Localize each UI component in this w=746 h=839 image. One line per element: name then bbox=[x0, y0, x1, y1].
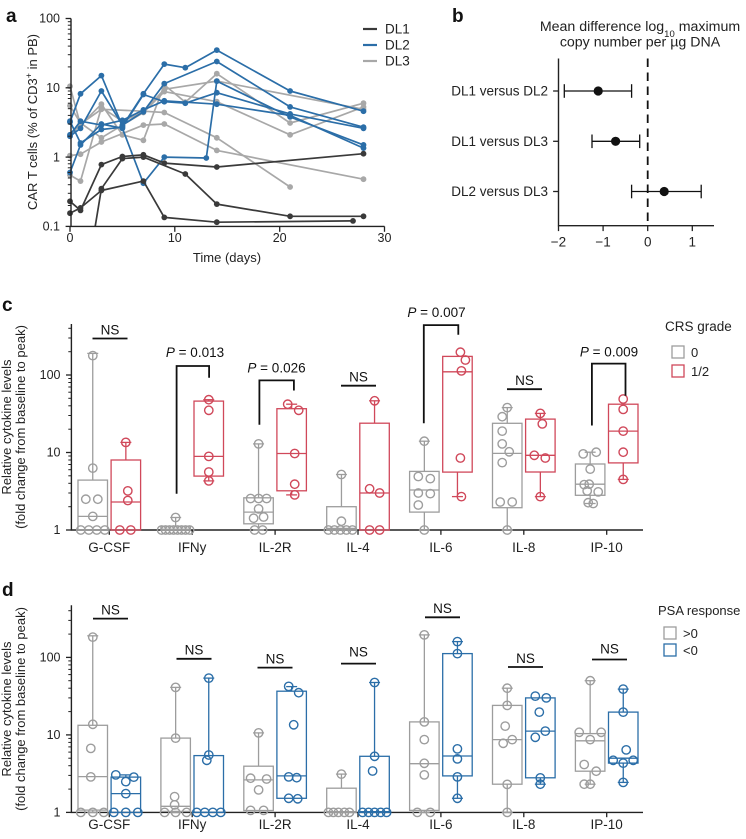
svg-text:DL1 versus DL3: DL1 versus DL3 bbox=[451, 134, 548, 149]
svg-text:0: 0 bbox=[644, 235, 652, 250]
svg-text:IL-4: IL-4 bbox=[346, 817, 370, 832]
svg-text:10: 10 bbox=[46, 81, 60, 95]
svg-text:0: 0 bbox=[67, 231, 74, 245]
svg-text:NS: NS bbox=[433, 601, 452, 616]
svg-text:10: 10 bbox=[168, 231, 182, 245]
svg-text:P = 0.009: P = 0.009 bbox=[580, 345, 638, 360]
svg-text:Time (days): Time (days) bbox=[193, 250, 261, 265]
svg-text:100: 100 bbox=[39, 12, 60, 26]
svg-text:100: 100 bbox=[40, 651, 61, 665]
svg-text:P = 0.007: P = 0.007 bbox=[407, 305, 465, 320]
svg-text:a: a bbox=[6, 6, 17, 27]
svg-text:NS: NS bbox=[515, 373, 534, 388]
svg-text:CAR T cells (% of CD3+ in PB): CAR T cells (% of CD3+ in PB) bbox=[24, 34, 40, 210]
svg-text:NS: NS bbox=[101, 603, 120, 618]
svg-text:<0: <0 bbox=[683, 643, 698, 658]
svg-text:c: c bbox=[2, 295, 13, 316]
svg-text:DL1 versus DL2: DL1 versus DL2 bbox=[451, 84, 548, 99]
svg-text:DL2: DL2 bbox=[385, 38, 410, 53]
svg-text:(fold change from baseline to: (fold change from baseline to peak) bbox=[13, 325, 28, 529]
svg-text:1: 1 bbox=[53, 150, 60, 164]
svg-text:Mean difference log10 maximum: Mean difference log10 maximum bbox=[540, 19, 740, 40]
svg-text:(fold change from baseline to: (fold change from baseline to peak) bbox=[13, 607, 28, 811]
svg-text:1/2: 1/2 bbox=[691, 364, 709, 379]
svg-text:PSA response: PSA response bbox=[658, 603, 740, 618]
svg-text:IFNy: IFNy bbox=[178, 540, 207, 555]
svg-text:P = 0.026: P = 0.026 bbox=[247, 361, 305, 376]
svg-text:NS: NS bbox=[516, 651, 535, 666]
svg-text:G-CSF: G-CSF bbox=[88, 817, 130, 832]
svg-text:IL-8: IL-8 bbox=[512, 540, 535, 555]
svg-text:−1: −1 bbox=[595, 235, 610, 250]
svg-text:IFNy: IFNy bbox=[178, 817, 207, 832]
svg-text:1: 1 bbox=[689, 235, 697, 250]
svg-text:P = 0.013: P = 0.013 bbox=[166, 345, 224, 360]
svg-text:G-CSF: G-CSF bbox=[88, 540, 130, 555]
svg-text:0: 0 bbox=[691, 345, 698, 360]
svg-text:IL-6: IL-6 bbox=[429, 540, 452, 555]
svg-text:IP-10: IP-10 bbox=[591, 817, 623, 832]
svg-text:NS: NS bbox=[349, 645, 368, 660]
svg-text:IL-2R: IL-2R bbox=[259, 817, 292, 832]
svg-text:CRS grade: CRS grade bbox=[665, 319, 732, 334]
svg-text:10: 10 bbox=[47, 446, 61, 460]
svg-text:Relative cytokine levels: Relative cytokine levels bbox=[0, 641, 14, 777]
svg-text:−2: −2 bbox=[551, 235, 566, 250]
svg-text:1: 1 bbox=[54, 523, 61, 537]
svg-text:>0: >0 bbox=[683, 626, 698, 641]
svg-text:IL-6: IL-6 bbox=[429, 817, 452, 832]
svg-text:NS: NS bbox=[185, 643, 204, 658]
svg-text:IL-2R: IL-2R bbox=[259, 540, 292, 555]
svg-text:IL-8: IL-8 bbox=[512, 817, 535, 832]
svg-text:100: 100 bbox=[40, 368, 61, 382]
svg-text:NS: NS bbox=[600, 642, 619, 657]
svg-text:1: 1 bbox=[54, 806, 61, 820]
svg-text:0.1: 0.1 bbox=[43, 220, 60, 234]
svg-text:DL2 versus DL3: DL2 versus DL3 bbox=[451, 184, 548, 199]
svg-text:NS: NS bbox=[266, 652, 285, 667]
svg-text:NS: NS bbox=[349, 370, 368, 385]
svg-text:copy number per µg DNA: copy number per µg DNA bbox=[560, 35, 721, 51]
svg-text:IP-10: IP-10 bbox=[591, 540, 623, 555]
svg-text:DL1: DL1 bbox=[385, 22, 410, 37]
svg-text:10: 10 bbox=[47, 728, 61, 742]
svg-text:DL3: DL3 bbox=[385, 54, 410, 69]
svg-text:b: b bbox=[452, 6, 464, 27]
svg-text:30: 30 bbox=[378, 231, 392, 245]
svg-text:NS: NS bbox=[101, 323, 120, 338]
svg-text:d: d bbox=[2, 580, 14, 601]
svg-text:IL-4: IL-4 bbox=[346, 540, 370, 555]
svg-text:20: 20 bbox=[273, 231, 287, 245]
svg-text:Relative cytokine levels: Relative cytokine levels bbox=[0, 359, 14, 495]
